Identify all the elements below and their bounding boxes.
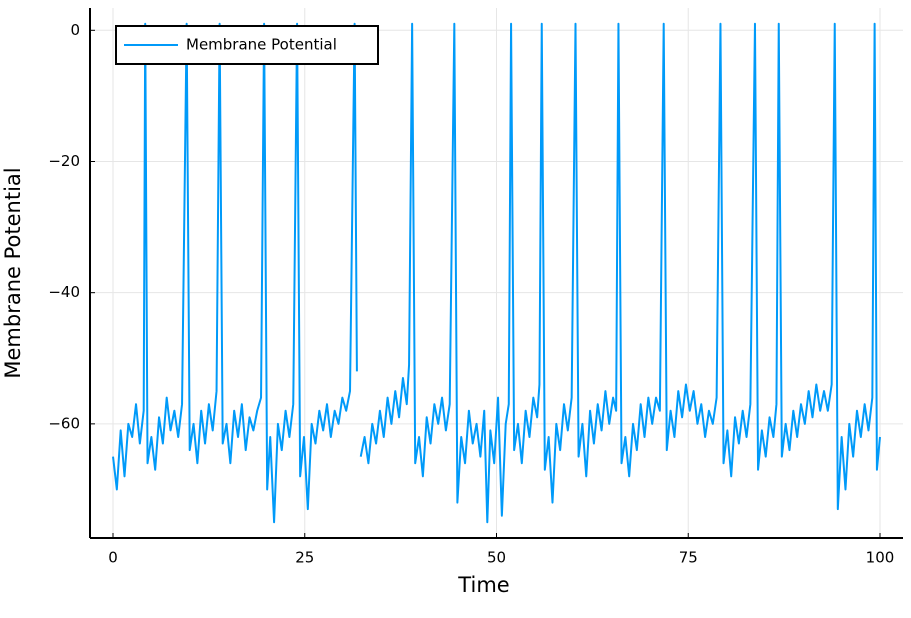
y-tick-label: −40 xyxy=(48,283,80,301)
x-tick-label: 50 xyxy=(487,549,506,567)
x-tick-label: 100 xyxy=(866,549,895,567)
legend-label: Membrane Potential xyxy=(186,36,337,54)
y-tick-label: −20 xyxy=(48,152,80,170)
x-tick-label: 25 xyxy=(295,549,314,567)
y-tick-label: 0 xyxy=(70,21,80,39)
y-axis-label: Membrane Potential xyxy=(1,167,25,378)
x-tick-label: 75 xyxy=(679,549,698,567)
x-tick-label: 0 xyxy=(108,549,118,567)
series-line xyxy=(112,22,881,524)
y-tick-label: −60 xyxy=(48,414,80,432)
x-axis-label: Time xyxy=(457,573,509,597)
